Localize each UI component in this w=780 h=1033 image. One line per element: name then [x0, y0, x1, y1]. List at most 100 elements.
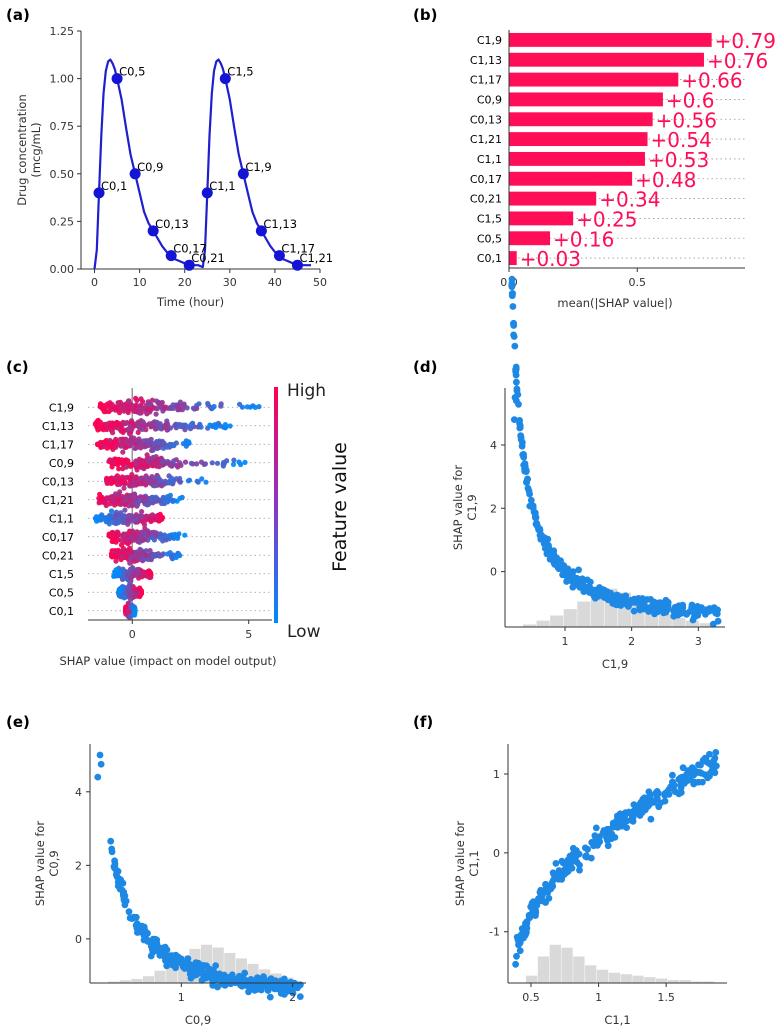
dependence-point [671, 608, 679, 616]
dependence-point [661, 797, 669, 805]
panel-label-b: (b) [413, 6, 437, 24]
beeswarm-point [194, 461, 200, 467]
beeswarm-point [134, 553, 140, 559]
beeswarm-point [230, 461, 237, 467]
beeswarm-point [128, 441, 134, 447]
dependence-point [162, 946, 170, 953]
sample-point [219, 73, 231, 85]
beeswarm-point [114, 419, 120, 426]
dependence-point [655, 803, 663, 811]
beeswarm-point [118, 427, 125, 434]
beeswarm-point [104, 421, 110, 427]
y-axis-label-line: C1,9 [465, 494, 479, 520]
histogram-bar [620, 974, 632, 983]
beeswarm-point [139, 514, 145, 520]
beeswarm-point [147, 517, 153, 523]
histogram-bar [667, 980, 680, 983]
x-tick-label: 1 [562, 635, 569, 648]
beeswarm-point [135, 429, 141, 435]
dependence-point [508, 290, 516, 297]
dependence-point [516, 939, 524, 947]
beeswarm-point [185, 424, 191, 430]
beeswarm-point [109, 420, 115, 426]
beeswarm-point [111, 500, 117, 506]
dependence-point [605, 831, 612, 838]
beeswarm-point [182, 459, 189, 465]
y-axis-label: SHAP value forC0,9 [33, 821, 61, 907]
beeswarm-point [133, 445, 139, 451]
bar [509, 52, 704, 67]
beeswarm-point [190, 405, 196, 411]
y-tick-label: 1.00 [50, 73, 75, 86]
histogram-bar [142, 976, 154, 983]
dependence-point [711, 764, 718, 772]
bar-value-label: +0.76 [707, 49, 768, 73]
beeswarm-point [116, 410, 123, 416]
sample-point [183, 259, 195, 271]
beeswarm-point [115, 518, 121, 524]
dependence-point [690, 769, 698, 777]
dependence-point [192, 959, 200, 966]
dependence-point [214, 983, 221, 991]
x-tick-label: 2 [628, 635, 635, 648]
dependence-point [709, 620, 717, 628]
x-tick-label: 1 [595, 991, 602, 1004]
beeswarm-point [110, 430, 116, 436]
feature-label: C1,17 [42, 438, 74, 451]
dependence-point [641, 601, 648, 609]
dependence-point [140, 923, 148, 931]
sample-point-label: C1,5 [227, 65, 253, 79]
dependence-point [575, 566, 582, 574]
dependence-point [573, 858, 581, 866]
beeswarm-point [185, 478, 191, 484]
beeswarm-point [125, 517, 131, 523]
beeswarm-point [141, 521, 148, 528]
beeswarm-point [222, 422, 228, 428]
beeswarm-point [169, 554, 175, 560]
bar-category-label: C1,1 [477, 153, 502, 166]
bar-category-label: C1,5 [477, 212, 502, 225]
beeswarm-point [157, 478, 163, 484]
beeswarm-point [120, 466, 126, 472]
dependence-point [108, 845, 116, 853]
dependence-point [545, 894, 553, 902]
histogram-bar [550, 615, 564, 627]
beeswarm-point [97, 419, 103, 425]
y-tick-label: 0 [493, 847, 500, 860]
dependence-point [564, 565, 572, 573]
beeswarm-point [108, 444, 114, 450]
dependence-point [519, 439, 526, 446]
sample-point-label: C1,13 [263, 217, 297, 231]
histogram-bar [526, 975, 538, 983]
beeswarm-point [128, 555, 134, 561]
dependence-point [554, 564, 562, 571]
beeswarm-point [118, 443, 124, 449]
beeswarm-point [213, 424, 219, 431]
beeswarm-point [137, 425, 143, 431]
beeswarm-point [173, 534, 179, 540]
beeswarm-point [127, 513, 133, 519]
dependence-point [576, 583, 584, 591]
beeswarm-point [121, 485, 127, 491]
beeswarm-point [122, 439, 128, 445]
beeswarm-point [129, 534, 135, 540]
sample-point [147, 225, 159, 237]
beeswarm-point [130, 566, 136, 572]
colorbar-high-label: High [287, 381, 326, 401]
beeswarm-point [132, 480, 138, 486]
x-tick-label: 0 [129, 628, 136, 641]
y-tick-label: 0.00 [50, 263, 75, 276]
beeswarm-point [162, 532, 168, 538]
dependence-point [660, 609, 667, 617]
dependence-point [695, 769, 703, 776]
bar-category-label: C0,5 [477, 232, 502, 245]
beeswarm-point [194, 478, 200, 484]
beeswarm-point [100, 406, 106, 412]
histogram-bar [679, 980, 691, 983]
feature-label: C1,1 [49, 512, 74, 525]
histogram-bar [608, 972, 620, 983]
beeswarm-point [132, 608, 138, 614]
beeswarm-point [238, 461, 244, 468]
beeswarm-point [121, 569, 127, 576]
y-axis-label: SHAP value forC1,9 [451, 465, 479, 551]
